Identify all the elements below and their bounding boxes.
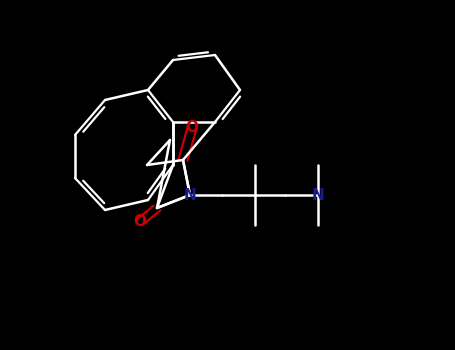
Text: O: O: [186, 120, 198, 135]
Text: N: N: [312, 188, 324, 203]
Text: N: N: [184, 188, 197, 203]
Text: O: O: [133, 215, 147, 230]
